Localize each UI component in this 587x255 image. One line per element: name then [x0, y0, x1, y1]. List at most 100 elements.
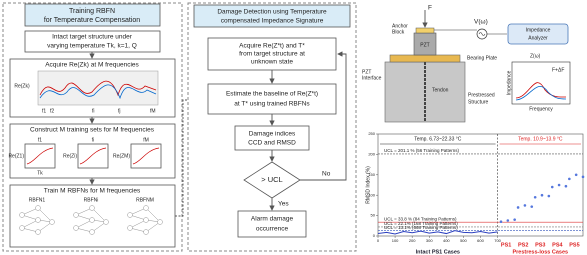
- step-box: [207, 83, 337, 115]
- label: Block: [392, 29, 405, 35]
- x-tick-label: 500: [460, 238, 467, 243]
- left-header: [24, 3, 161, 27]
- label: Impedance: [506, 70, 512, 95]
- case-label: Intact PS1 Cases: [416, 249, 460, 255]
- branch-label: Yes: [278, 201, 289, 208]
- x-tick-label: 400: [443, 238, 450, 243]
- svg-text:…: …: [115, 153, 120, 159]
- step-box: [24, 30, 161, 53]
- branch-label: No: [322, 171, 331, 178]
- net-label: RBFN1: [29, 197, 46, 203]
- label: V(ω): [474, 19, 488, 26]
- step-text: > UCL: [261, 175, 282, 184]
- mini-plot: [37, 70, 159, 106]
- case: PS5: [569, 242, 579, 248]
- step-text: Intact target structure under: [52, 34, 133, 41]
- ucl-label: UCL = 22.1% (168 Training Patterns): [384, 221, 458, 226]
- label: Impedance: [526, 27, 551, 33]
- freq-label: fM: [150, 108, 156, 114]
- curve: [39, 84, 157, 100]
- freq-label: f2: [50, 108, 54, 114]
- title: compensated Impedance Signature: [221, 18, 324, 25]
- case: PS4: [552, 242, 563, 248]
- freq-label: fi: [92, 137, 95, 143]
- step-text: Estimate the baseline of Re(Z*t): [226, 91, 318, 98]
- case-label: Prestress-loss Cases: [512, 249, 568, 255]
- series-point: [568, 177, 571, 181]
- title: Damage Detection using Temperature: [217, 9, 327, 16]
- label: F: [428, 5, 432, 12]
- step-text: CCD and RMSD: [248, 140, 296, 147]
- freq-label: fj: [118, 108, 121, 114]
- y-tick-label: 50: [371, 213, 376, 218]
- freq-label: f1: [42, 108, 46, 114]
- ucl-label: UCL = 201.1 % (56 Training Patterns): [384, 148, 459, 153]
- label: Prestressed: [468, 92, 495, 98]
- x-tick-label: 600: [477, 238, 484, 243]
- y-tick-label: 150: [368, 172, 375, 177]
- title: for Temperature Compensation: [44, 17, 140, 24]
- series-point: [557, 183, 561, 187]
- step-text: varying temperature Tk, k=1, Q: [47, 43, 137, 50]
- curve: [39, 80, 157, 97]
- y-axis-label: RMSD Index (%): [365, 166, 371, 204]
- step-box: [234, 125, 310, 151]
- training-sets: …: [24, 143, 162, 169]
- y-tick-label: 200: [368, 151, 375, 156]
- label: Anchor: [392, 23, 408, 29]
- step-text: Damage indices: [249, 131, 296, 138]
- series-point: [513, 218, 516, 221]
- x-tick-label: 300: [426, 238, 433, 243]
- step-box: [237, 210, 307, 238]
- series-point: [574, 173, 578, 177]
- step-box: [207, 37, 337, 71]
- freq-label: f1: [38, 137, 42, 143]
- x-tick-label: 700: [494, 238, 501, 243]
- label: PZT: [420, 42, 429, 48]
- axis-label: Re(ZM): [113, 153, 130, 159]
- case: PS1: [501, 242, 511, 248]
- step-text: Construct M training sets for M frequenc…: [30, 127, 155, 134]
- networks: [19, 205, 163, 235]
- axis-label: Re(Zi): [63, 153, 77, 159]
- label: Bearing Plate: [467, 55, 497, 61]
- step-text: Train M RBFNs for M frequencies: [44, 188, 141, 195]
- label: Analyzer: [528, 35, 548, 41]
- step-text: Alarm damage: [251, 216, 294, 223]
- series-point: [499, 220, 503, 224]
- freq-label: fi: [92, 108, 95, 114]
- series-point: [564, 184, 568, 188]
- x-tick-label: 0: [377, 238, 380, 243]
- x-tick-label: 200: [409, 238, 416, 243]
- ucl-label: UCL = 33.8 % (84 Training Patterns): [384, 216, 457, 221]
- series-point: [516, 206, 520, 209]
- series-point: [547, 194, 551, 198]
- ucl-label: UCL = 13.1% (668 Training Patterns): [384, 225, 458, 230]
- series-point: [533, 195, 537, 199]
- series-point: [506, 219, 510, 222]
- label: Z(ω): [530, 53, 541, 59]
- schematic: [384, 10, 571, 123]
- middle-header: [193, 4, 351, 28]
- case: PS2: [518, 242, 528, 248]
- y-tick-label: 250: [368, 131, 375, 136]
- step-text: from target structure at: [239, 51, 305, 58]
- step-text: Acquire Re(Z*t) and T*: [239, 43, 305, 50]
- series-point: [523, 204, 527, 207]
- no-branch: [300, 51, 347, 181]
- label: Tendon: [432, 87, 449, 93]
- y-tick-label: 100: [368, 192, 375, 197]
- y-tick-label: 0: [373, 233, 376, 238]
- label: F+ΔF: [552, 67, 564, 73]
- series-line: [377, 230, 498, 235]
- label: Interface: [362, 75, 382, 81]
- series-point: [530, 205, 534, 208]
- step-text: unknown state: [251, 59, 293, 66]
- step-text: Acquire Re(Zk) at M frequencies: [45, 62, 139, 69]
- title: Training RBFN: [69, 8, 115, 15]
- label: Frequency: [529, 106, 553, 112]
- series-point: [540, 193, 544, 197]
- chart: 0 50 100 150 200 250 0 100 200 300 400 500 600 700 RMS…: [365, 131, 585, 255]
